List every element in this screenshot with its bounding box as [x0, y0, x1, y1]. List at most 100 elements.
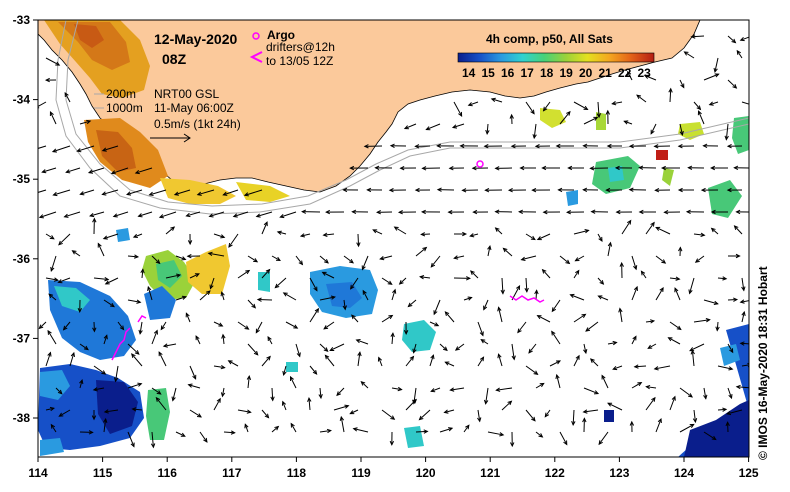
current-arrowhead — [196, 413, 202, 418]
current-arrow — [501, 277, 504, 294]
current-arrowhead — [687, 165, 693, 170]
current-arrowhead — [671, 395, 676, 401]
current-arrowhead — [180, 432, 186, 437]
current-arrowhead — [220, 234, 226, 239]
current-arrowhead — [590, 209, 596, 214]
nrt-time-label: 11-May 06:00Z — [154, 101, 234, 115]
current-arrowhead — [531, 187, 537, 193]
current-arrowhead — [733, 165, 739, 170]
current-arrow — [597, 233, 603, 242]
current-arrowhead — [597, 295, 603, 300]
lon-tick-label: 116 — [158, 466, 178, 480]
current-arrowhead — [530, 109, 535, 115]
current-arrowhead — [735, 209, 741, 215]
current-arrowhead — [627, 70, 632, 76]
current-arrow — [525, 233, 536, 240]
current-arrowhead — [407, 302, 413, 308]
current-arrow — [646, 386, 657, 389]
current-arrowhead — [318, 393, 323, 400]
current-arrow — [261, 269, 270, 279]
current-arrowhead — [538, 433, 544, 438]
current-arrow — [199, 431, 208, 443]
current-arrow — [255, 321, 263, 333]
current-arrowhead — [614, 165, 620, 171]
current-arrow — [50, 111, 57, 125]
current-arrowhead — [433, 310, 438, 316]
current-arrow — [597, 101, 600, 118]
current-arrowhead — [700, 187, 706, 193]
current-arrowhead — [389, 143, 395, 148]
current-arrowhead — [442, 346, 448, 352]
current-arrowhead — [412, 348, 417, 354]
current-arrowhead — [267, 335, 272, 342]
current-arrow — [491, 98, 503, 103]
current-arrow — [426, 123, 441, 130]
current-arrow — [420, 276, 431, 279]
current-arrowhead — [134, 169, 140, 175]
current-arrowhead — [494, 227, 500, 232]
current-arrow — [559, 255, 570, 264]
current-arrow — [627, 71, 633, 81]
current-arrow — [244, 189, 263, 196]
current-arrowhead — [638, 165, 644, 170]
current-arrowhead — [702, 143, 708, 149]
current-arrow — [295, 255, 303, 265]
current-arrowhead — [176, 273, 182, 278]
current-arrowhead — [677, 143, 683, 149]
current-arrow — [634, 365, 647, 368]
current-arrow — [452, 123, 465, 128]
current-arrow — [50, 424, 57, 433]
current-arrowhead — [689, 423, 695, 428]
current-arrow — [39, 211, 57, 218]
current-arrowhead — [640, 270, 646, 276]
current-arrowhead — [344, 404, 350, 409]
current-arrowhead — [58, 412, 64, 417]
current-arrow — [573, 355, 580, 367]
current-arrowhead — [605, 109, 611, 115]
current-arrowhead — [194, 273, 200, 278]
current-arrow — [454, 255, 465, 259]
current-arrowhead — [650, 319, 656, 324]
isobath-200-label: 200m — [106, 87, 137, 101]
current-arrowhead — [88, 430, 94, 435]
current-arrowhead — [419, 275, 425, 280]
current-arrowhead — [97, 242, 102, 248]
current-arrowhead — [132, 233, 138, 238]
current-arrowhead — [372, 229, 378, 234]
current-arrowhead — [103, 334, 108, 340]
current-arrowhead — [708, 101, 714, 106]
current-arrow — [590, 358, 599, 367]
current-arrowhead — [349, 258, 354, 264]
current-arrow — [141, 269, 144, 279]
current-arrow — [360, 381, 369, 389]
current-arrow — [717, 277, 727, 280]
current-arrow — [308, 398, 311, 411]
colorbar-tick-label: 14 — [462, 66, 476, 80]
current-arrow — [439, 343, 448, 351]
current-arrowhead — [390, 332, 395, 338]
current-arrowhead — [83, 345, 89, 351]
current-arrow — [295, 343, 301, 357]
current-arrowhead — [516, 285, 521, 291]
current-arrow — [391, 387, 402, 391]
current-arrow — [271, 255, 281, 261]
current-arrowhead — [137, 382, 143, 387]
lon-tick-label: 121 — [480, 466, 500, 480]
current-arrowhead — [567, 165, 573, 171]
current-arrow — [709, 101, 719, 106]
current-arrow — [111, 167, 129, 174]
current-arrow — [42, 167, 57, 173]
current-arrowhead — [76, 148, 82, 153]
current-arrowhead — [454, 346, 460, 351]
current-arrow — [378, 357, 383, 367]
current-arrow — [126, 189, 143, 195]
current-arrow — [498, 307, 503, 323]
current-arrowhead — [459, 143, 465, 149]
current-arrow — [674, 288, 681, 301]
current-arrowhead — [612, 340, 618, 346]
current-arrowhead — [534, 144, 540, 149]
current-arrowhead — [255, 328, 260, 334]
current-arrowhead — [575, 354, 580, 360]
map-date: 12-May-2020 — [154, 31, 238, 47]
current-arrowhead — [483, 143, 489, 149]
